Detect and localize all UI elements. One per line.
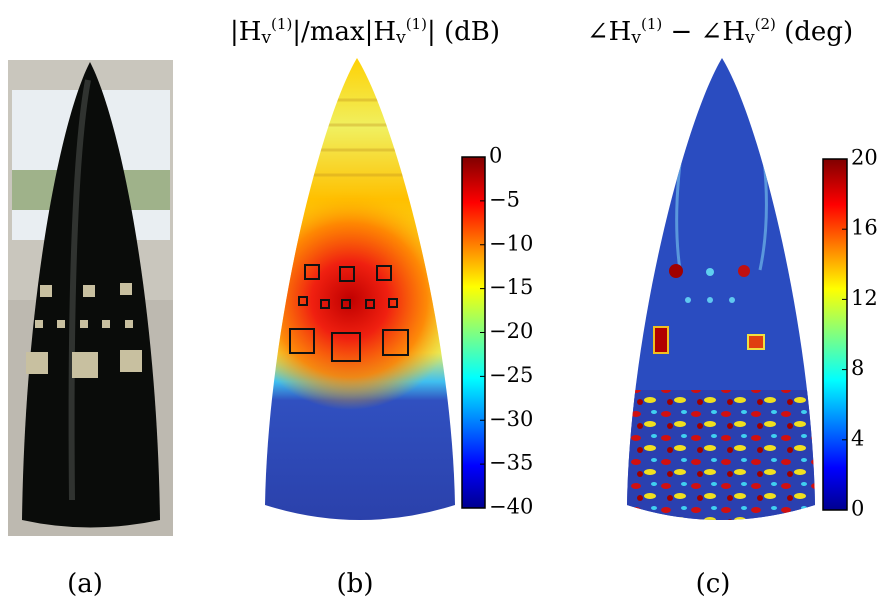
tick-label: −5 <box>489 187 520 211</box>
title-part: |H <box>230 17 261 47</box>
panel-label: (a) <box>67 569 103 599</box>
tick-label: −20 <box>489 319 533 343</box>
title-part: (1) <box>641 15 662 33</box>
title-part: v <box>744 28 755 48</box>
title-part: v <box>395 28 406 48</box>
title-part: (deg) <box>776 17 853 47</box>
title-part: − ∠H <box>662 17 745 47</box>
title-part: ∠H <box>587 17 631 47</box>
patch-outlines <box>289 264 409 362</box>
tick-label: 8 <box>851 356 864 380</box>
title-part: v <box>260 28 271 48</box>
tick-label: −15 <box>489 275 533 299</box>
tick-label: −10 <box>489 231 533 255</box>
tick-label: 0 <box>489 144 502 168</box>
phase-map <box>627 58 815 520</box>
panel-label: (c) <box>696 569 731 599</box>
tick-label: 16 <box>851 216 878 240</box>
tick-label: 0 <box>851 497 864 521</box>
title-part: |/max|H <box>292 17 396 47</box>
magnitude-map <box>265 58 455 520</box>
tick-label: −30 <box>489 407 533 431</box>
title-part: (1) <box>406 15 427 33</box>
tick-label: 4 <box>851 426 864 450</box>
tick-label: −40 <box>489 495 533 519</box>
title-part: (2) <box>755 15 776 33</box>
tick-label: 20 <box>851 146 878 170</box>
tick-label: 12 <box>851 286 878 310</box>
title-part: v <box>630 28 641 48</box>
panel-title: ∠Hv(1) − ∠Hv(2) (deg) <box>587 15 853 48</box>
title-part: (1) <box>271 15 292 33</box>
tick-label: −35 <box>489 451 533 475</box>
colorbar <box>822 158 848 511</box>
title-part: | (dB) <box>427 17 500 47</box>
panel-title: |Hv(1)|/max|Hv(1)| (dB) <box>230 15 500 48</box>
panel-label: (b) <box>337 569 374 599</box>
tick-label: −25 <box>489 363 533 387</box>
photo <box>8 60 173 536</box>
